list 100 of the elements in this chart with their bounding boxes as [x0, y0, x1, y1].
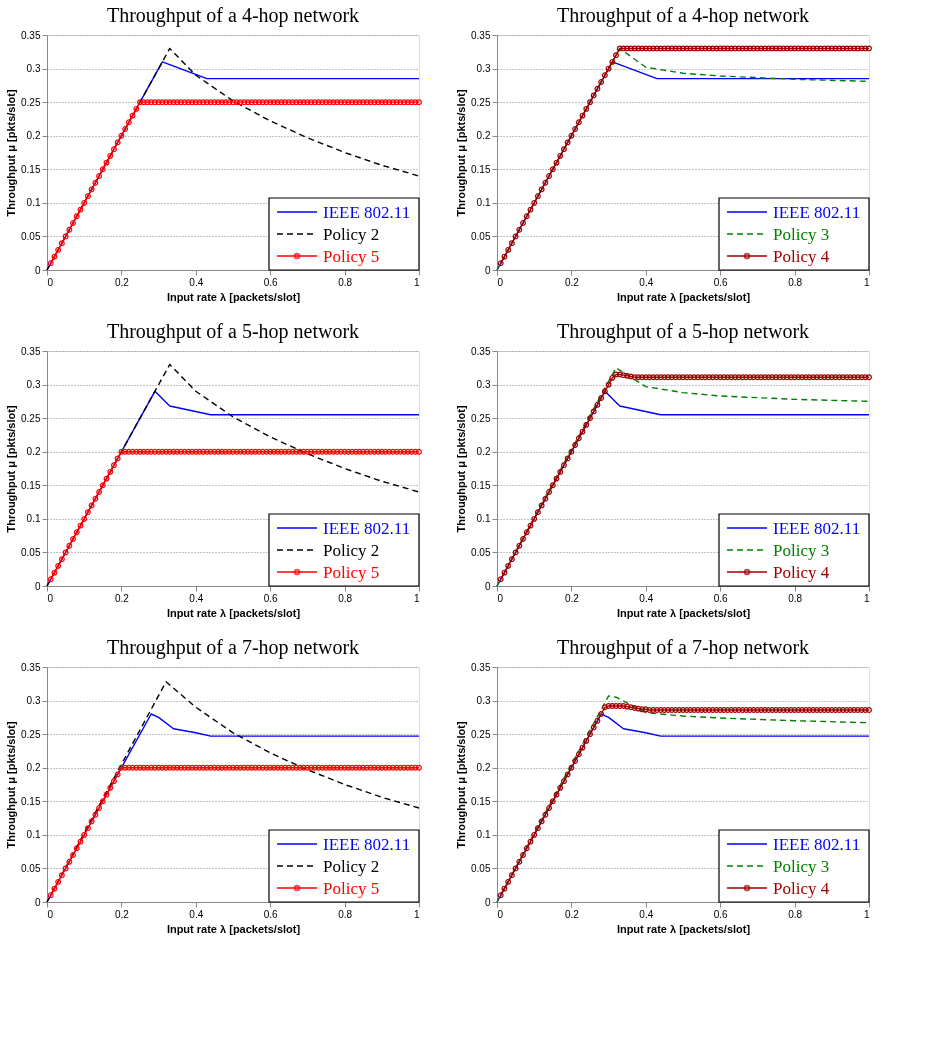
- x-tick-label: 1: [863, 592, 870, 604]
- y-tick-label: 0.2: [26, 762, 41, 774]
- x-axis-title: Input rate λ [packets/slot]: [616, 922, 751, 935]
- y-tick-label: 0.3: [26, 63, 41, 75]
- y-tick-label: 0.35: [471, 345, 491, 357]
- y-axis-title: Throughput μ [pkts/slot]: [5, 89, 18, 217]
- x-tick-label: 0.6: [713, 592, 729, 604]
- legend-label: Policy 4: [773, 879, 830, 898]
- legend-label: IEEE 802.11: [773, 203, 861, 222]
- x-tick-label: 0.6: [263, 276, 279, 288]
- y-tick-label: 0.15: [21, 163, 41, 175]
- chart-title: Throughput of a 4-hop network: [556, 4, 810, 27]
- x-tick-label: 0.4: [639, 592, 654, 604]
- y-tick-label: 0.15: [471, 795, 491, 807]
- legend-label: Policy 2: [323, 225, 380, 244]
- y-tick-label: 0: [484, 896, 491, 908]
- legend-label: Policy 2: [323, 541, 380, 560]
- y-axis-title: Throughput μ [pkts/slot]: [5, 405, 18, 533]
- x-tick-label: 0.2: [114, 908, 130, 920]
- chart-title: Throughput of a 7-hop network: [556, 636, 810, 659]
- y-tick-label: 0.1: [476, 829, 491, 841]
- chart-title: Throughput of a 4-hop network: [106, 4, 360, 27]
- y-tick-label: 0: [34, 264, 41, 276]
- x-tick-label: 1: [863, 908, 870, 920]
- y-axis-title: Throughput μ [pkts/slot]: [455, 405, 468, 533]
- x-tick-label: 0.8: [788, 276, 803, 288]
- y-tick-label: 0.35: [471, 661, 491, 673]
- legend-label: Policy 3: [773, 541, 830, 560]
- x-tick-label: 0.2: [114, 276, 130, 288]
- y-tick-label: 0.1: [26, 197, 41, 209]
- y-tick-label: 0.3: [476, 695, 491, 707]
- y-tick-label: 0: [484, 264, 491, 276]
- x-tick-label: 0.4: [639, 908, 654, 920]
- y-tick-label: 0.05: [471, 862, 491, 874]
- x-tick-label: 0.8: [338, 276, 353, 288]
- x-tick-label: 1: [413, 908, 420, 920]
- x-tick-label: 0.4: [189, 908, 204, 920]
- legend-label: Policy 5: [323, 563, 380, 582]
- y-tick-label: 0.05: [471, 546, 491, 558]
- y-tick-label: 0.25: [21, 96, 41, 108]
- x-tick-label: 0: [47, 592, 54, 604]
- x-tick-label: 0.4: [189, 276, 204, 288]
- x-tick-label: 0: [47, 908, 54, 920]
- chart-title: Throughput of a 7-hop network: [106, 636, 360, 659]
- y-tick-label: 0.35: [21, 661, 41, 673]
- y-tick-label: 0.3: [26, 695, 41, 707]
- y-tick-label: 0.1: [26, 829, 41, 841]
- legend-label: Policy 4: [773, 247, 830, 266]
- x-tick-label: 0.8: [338, 592, 353, 604]
- x-tick-label: 0.2: [564, 276, 580, 288]
- y-tick-label: 0.15: [21, 795, 41, 807]
- legend-label: IEEE 802.11: [773, 519, 861, 538]
- x-tick-label: 0.8: [338, 908, 353, 920]
- legend-label: IEEE 802.11: [323, 203, 411, 222]
- chart-title: Throughput of a 5-hop network: [106, 320, 360, 343]
- y-tick-label: 0.2: [476, 130, 491, 142]
- y-tick-label: 0: [34, 580, 41, 592]
- chart-title: Throughput of a 5-hop network: [556, 320, 810, 343]
- x-tick-label: 0: [497, 592, 504, 604]
- legend-label: IEEE 802.11: [323, 519, 411, 538]
- x-tick-label: 0.2: [564, 592, 580, 604]
- legend-label: Policy 5: [323, 247, 380, 266]
- legend-label: IEEE 802.11: [773, 835, 861, 854]
- y-tick-label: 0.3: [476, 379, 491, 391]
- y-tick-label: 0.15: [471, 163, 491, 175]
- y-tick-label: 0.05: [21, 230, 41, 242]
- y-tick-label: 0.25: [21, 412, 41, 424]
- x-tick-label: 0.6: [713, 908, 729, 920]
- x-axis-title: Input rate λ [packets/slot]: [166, 606, 301, 619]
- y-tick-label: 0.05: [471, 230, 491, 242]
- x-tick-label: 0.2: [564, 908, 580, 920]
- legend-label: Policy 3: [773, 857, 830, 876]
- x-tick-label: 0: [47, 276, 54, 288]
- x-tick-label: 0.6: [713, 276, 729, 288]
- x-axis-title: Input rate λ [packets/slot]: [616, 290, 751, 303]
- y-tick-label: 0.05: [21, 546, 41, 558]
- x-tick-label: 1: [863, 276, 870, 288]
- y-tick-label: 0.2: [26, 446, 41, 458]
- x-tick-label: 1: [413, 276, 420, 288]
- y-tick-label: 0.35: [471, 29, 491, 41]
- legend-label: Policy 5: [323, 879, 380, 898]
- y-tick-label: 0.35: [21, 29, 41, 41]
- y-tick-label: 0.1: [476, 197, 491, 209]
- legend-label: IEEE 802.11: [323, 835, 411, 854]
- x-axis-title: Input rate λ [packets/slot]: [616, 606, 751, 619]
- y-tick-label: 0.2: [476, 762, 491, 774]
- x-tick-label: 0.8: [788, 908, 803, 920]
- legend-label: Policy 3: [773, 225, 830, 244]
- x-tick-label: 0.4: [189, 592, 204, 604]
- y-tick-label: 0.25: [471, 728, 491, 740]
- y-axis-title: Throughput μ [pkts/slot]: [455, 721, 468, 849]
- x-tick-label: 1: [413, 592, 420, 604]
- x-tick-label: 0.2: [114, 592, 130, 604]
- y-tick-label: 0.05: [21, 862, 41, 874]
- x-tick-label: 0.6: [263, 908, 279, 920]
- x-tick-label: 0: [497, 276, 504, 288]
- legend-label: Policy 4: [773, 563, 830, 582]
- y-tick-label: 0: [484, 580, 491, 592]
- y-axis-title: Throughput μ [pkts/slot]: [5, 721, 18, 849]
- y-tick-label: 0.1: [476, 513, 491, 525]
